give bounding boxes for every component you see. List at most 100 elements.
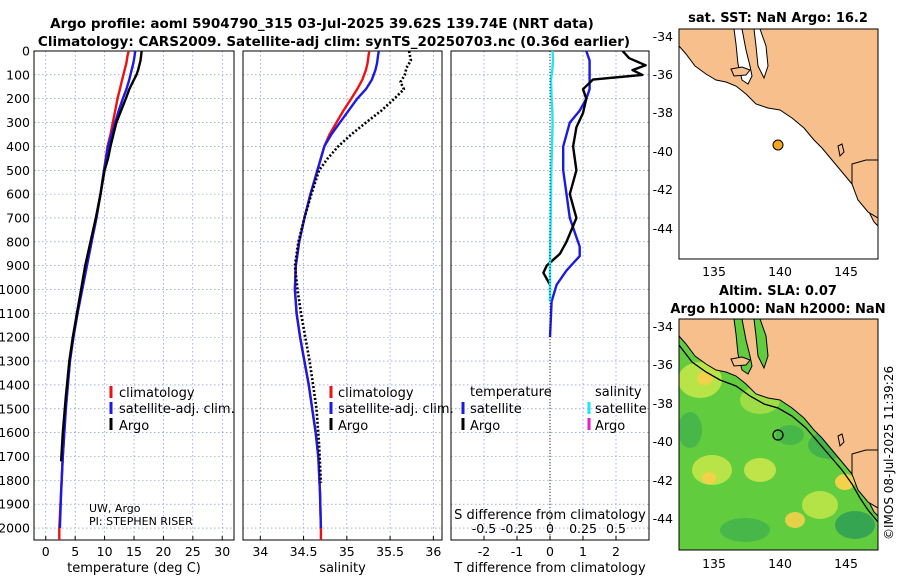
x-tick-label: 34.5 bbox=[290, 544, 318, 559]
legend-label-argo: Argo bbox=[338, 419, 368, 434]
credit-line2: PI: STEPHEN RISER bbox=[89, 515, 193, 528]
sla-land-kangaroo-island bbox=[730, 356, 751, 367]
sla-land-tasmania bbox=[851, 449, 878, 509]
x-tick-label: -2 bbox=[478, 544, 490, 559]
s-tick-label: 0.25 bbox=[569, 521, 597, 536]
sla-ytick: -36 bbox=[653, 357, 673, 372]
x-tick-label: 36 bbox=[425, 544, 441, 559]
y-tick-label: 1100 bbox=[0, 306, 30, 321]
sst-argo-float-marker bbox=[772, 139, 784, 151]
series-line-salinity-satellite bbox=[548, 51, 555, 302]
y-tick-label: 800 bbox=[6, 234, 30, 249]
salinity-panel: 34 34.5 35 35.5 36 salinity bbox=[242, 50, 443, 576]
x-tick-label: 0 bbox=[42, 544, 50, 559]
sla-ytick: -40 bbox=[653, 434, 673, 449]
series-line-argo bbox=[293, 51, 413, 483]
axes-frame bbox=[242, 50, 443, 541]
sst-ytick: -44 bbox=[653, 221, 673, 236]
difference-legend: temperature satellite Argo salinity sate… bbox=[461, 385, 647, 434]
difference-panel: -2 -1 0 1 2 T difference from climatology S di… bbox=[450, 50, 650, 576]
credit-line1: UW, Argo bbox=[89, 502, 141, 515]
sla-blob bbox=[835, 511, 875, 539]
sla-blob bbox=[679, 412, 702, 448]
sla-map-xticks: 135 140 145 bbox=[702, 556, 858, 571]
x-tick-label: 20 bbox=[155, 544, 171, 559]
sst-map-xticks: 135 140 145 bbox=[702, 264, 858, 279]
sla-map-title2: Argo h1000: NaN h2000: NaN bbox=[670, 302, 885, 317]
sla-ytick: -38 bbox=[653, 396, 673, 411]
y-tick-label: 1800 bbox=[0, 473, 30, 488]
sst-map-frame bbox=[678, 28, 879, 260]
sla-blob bbox=[720, 518, 770, 542]
x-tick-label: 35 bbox=[339, 544, 355, 559]
series-line-temperature-satellite bbox=[548, 51, 591, 338]
legend-title-salinity: salinity bbox=[595, 385, 642, 400]
y-tick-label: 600 bbox=[6, 187, 30, 202]
legend-label-climatology: climatology bbox=[119, 386, 195, 401]
sla-xtick: 135 bbox=[702, 556, 726, 571]
sla-ytick: -42 bbox=[653, 473, 673, 488]
chart-title-line1: Argo profile: aoml 5904790_315 03-Jul-20… bbox=[50, 16, 594, 32]
x-tick-label: -1 bbox=[511, 544, 523, 559]
legend-title-temperature: temperature bbox=[470, 385, 552, 400]
sla-shelf-contour bbox=[679, 344, 878, 523]
y-tick-label: 1200 bbox=[0, 330, 30, 345]
x-tick-label: 35.5 bbox=[376, 544, 404, 559]
sla-blob bbox=[697, 371, 713, 385]
y-tick-label: 400 bbox=[6, 139, 30, 154]
y-tick-label: 1500 bbox=[0, 401, 30, 416]
sst-ytick: -42 bbox=[653, 182, 673, 197]
sst-land-king-island bbox=[837, 143, 845, 158]
sst-land-gulf-stvincent bbox=[753, 29, 769, 80]
sst-ytick: -40 bbox=[653, 144, 673, 159]
x-axis-label: T difference from climatology bbox=[453, 561, 646, 576]
y-tick-label: 900 bbox=[6, 258, 30, 273]
legend-label-sal-satellite: satellite bbox=[595, 402, 647, 417]
y-tick-label: 100 bbox=[6, 67, 30, 82]
sla-argo-float-marker bbox=[772, 429, 784, 441]
s-tick-label: -0.25 bbox=[501, 521, 533, 536]
series-group bbox=[542, 51, 647, 338]
sla-map-title1: Altim. SLA: 0.07 bbox=[719, 284, 837, 299]
sla-land-gulf-stvincent bbox=[753, 319, 769, 370]
sst-map bbox=[679, 29, 878, 259]
s-axis-label: S difference from climatology bbox=[454, 508, 646, 523]
sla-blob bbox=[785, 512, 805, 528]
x-tick-label: 1 bbox=[579, 544, 587, 559]
sst-map-yticks: -34 -36 -38 -40 -42 -44 bbox=[653, 29, 673, 236]
series-line-climatology bbox=[58, 51, 130, 540]
x-axis-label: temperature (deg C) bbox=[67, 561, 201, 576]
x-tick-label: 5 bbox=[71, 544, 79, 559]
temperature-legend: climatology satellite-adj. clim. Argo bbox=[109, 386, 235, 434]
y-tick-label: 2000 bbox=[0, 521, 30, 536]
sst-xtick: 140 bbox=[768, 264, 792, 279]
temperature-panel: 0100200300400500600700800900100011001200… bbox=[0, 44, 235, 576]
y-tick-label: 1300 bbox=[0, 354, 30, 369]
series-line-climatology bbox=[293, 51, 371, 540]
chart-title-line2: Climatology: CARS2009. Satellite-adj cli… bbox=[38, 34, 630, 50]
sla-blob bbox=[802, 491, 838, 519]
sla-ytick: -34 bbox=[653, 319, 673, 334]
s-tick-label: 0 bbox=[546, 521, 554, 536]
legend-label-temp-argo: Argo bbox=[470, 419, 500, 434]
y-tick-label: 200 bbox=[6, 91, 30, 106]
x-axis-label: salinity bbox=[319, 561, 366, 576]
sla-ytick: -44 bbox=[653, 511, 673, 526]
legend-label-satellite: satellite-adj. clim. bbox=[119, 402, 235, 417]
y-tick-label: 1000 bbox=[0, 282, 30, 297]
series-line-temperature-argo bbox=[542, 51, 647, 286]
series-line-argo bbox=[59, 51, 143, 462]
sst-ytick: -34 bbox=[653, 29, 673, 44]
legend-label-temp-satellite: satellite bbox=[470, 402, 522, 417]
y-tick-label: 500 bbox=[6, 163, 30, 178]
sst-ytick: -38 bbox=[653, 105, 673, 120]
sst-map-title: sat. SST: NaN Argo: 16.2 bbox=[688, 11, 868, 26]
legend-label-sal-argo: Argo bbox=[595, 419, 625, 434]
x-tick-label: 15 bbox=[126, 544, 142, 559]
y-tick-label: 0 bbox=[22, 44, 30, 59]
sla-blob bbox=[744, 458, 776, 482]
sla-blob bbox=[835, 474, 855, 490]
sst-land-kangaroo-island bbox=[730, 66, 751, 77]
legend-label-climatology: climatology bbox=[338, 386, 414, 401]
sla-xtick: 145 bbox=[834, 556, 858, 571]
